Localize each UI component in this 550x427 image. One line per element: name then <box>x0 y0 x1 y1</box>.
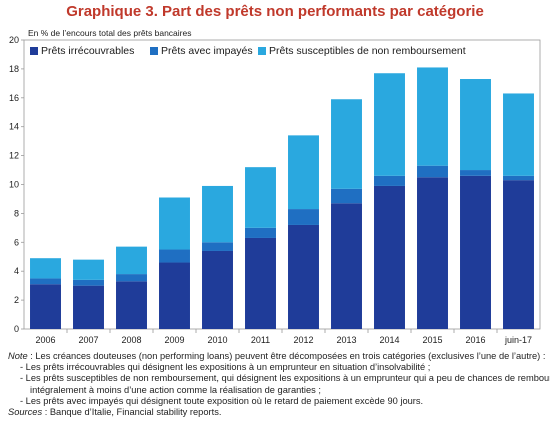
legend-label-1: Prêts irrécouvrables <box>41 45 134 57</box>
sources: Sources : Banque d’Italie, Financial sta… <box>8 407 544 418</box>
bar-segment-3 <box>159 197 190 250</box>
note-intro: Note : Les créances douteuses (non perfo… <box>8 351 546 362</box>
bar-segment-2 <box>503 175 534 181</box>
bar-segment-3 <box>417 67 448 166</box>
y-tick-label: 6 <box>14 237 19 247</box>
sources-label: Sources <box>8 407 43 418</box>
x-tick-label: 2015 <box>422 335 442 345</box>
legend-label-2: Prêts avec impayés <box>161 45 253 57</box>
bar-segment-1 <box>374 185 405 329</box>
bar-segment-3 <box>331 99 362 189</box>
bar-segment-3 <box>503 93 534 176</box>
note-label: Note <box>8 351 28 361</box>
bar-segment-3 <box>30 258 61 279</box>
legend-swatch-3 <box>258 47 266 55</box>
bar-segment-2 <box>245 227 276 238</box>
legend-swatch-2 <box>150 47 158 55</box>
bar-segment-2 <box>374 175 405 186</box>
x-tick-label: 2006 <box>35 335 55 345</box>
bar-segment-2 <box>331 188 362 204</box>
x-tick-label: 2010 <box>207 335 227 345</box>
y-tick-label: 2 <box>14 295 19 305</box>
bar-segment-1 <box>503 180 534 329</box>
chart-notes: Note : Les créances douteuses (non perfo… <box>8 351 550 418</box>
note-bullet-impayes: - Les prêts avec impayés qui désignent t… <box>20 395 424 406</box>
bar-segment-2 <box>460 170 491 176</box>
bar-segment-2 <box>73 279 104 286</box>
bar-segment-1 <box>73 285 104 329</box>
x-tick-label: 2009 <box>164 335 184 345</box>
bar-segment-3 <box>116 246 147 275</box>
y-tick-label: 8 <box>14 208 19 218</box>
bar-segment-1 <box>288 224 319 329</box>
y-tick-label: 20 <box>9 35 19 45</box>
note-bullet-susceptibles-cont: intégralement à moins d’une action comme… <box>30 384 321 395</box>
sources-text: : Banque d’Italie, Financial stability r… <box>42 407 222 418</box>
x-tick-label: 2016 <box>465 335 485 345</box>
y-tick-label: 12 <box>9 151 19 161</box>
bar-segment-1 <box>417 177 448 329</box>
x-tick-label: 2012 <box>293 335 313 345</box>
bar-segment-2 <box>202 242 233 251</box>
bar-segment-2 <box>116 274 147 282</box>
bar-segment-3 <box>245 167 276 228</box>
x-tick-label: 2014 <box>379 335 399 345</box>
bar-segment-2 <box>288 209 319 225</box>
bar-segment-2 <box>159 249 190 263</box>
bar-segment-3 <box>460 79 491 171</box>
stacked-bar-chart: 0 2 4 6 8 10 12 14 16 18 20 2006 2007 2008 2009 2010 201… <box>9 35 541 345</box>
y-tick-label: 14 <box>9 122 19 132</box>
y-tick-label: 10 <box>9 180 19 190</box>
bar-segment-3 <box>202 185 233 243</box>
chart-title: Graphique 3. Part des prêts non performa… <box>66 3 484 20</box>
bar-segment-1 <box>202 250 233 329</box>
x-tick-label: juin-17 <box>504 335 532 345</box>
bar-segment-1 <box>30 284 61 329</box>
note-text: : Les créances douteuses (non performing… <box>27 351 546 361</box>
y-tick-label: 0 <box>14 324 19 334</box>
note-bullet-susceptibles: - Les prêts susceptibles de non rembours… <box>20 373 550 384</box>
bar-segment-1 <box>116 281 147 329</box>
bar-segment-3 <box>374 73 405 176</box>
legend-swatch-1 <box>30 47 38 55</box>
x-tick-label: 2008 <box>121 335 141 345</box>
x-tick-label: 2013 <box>336 335 356 345</box>
bar-segment-3 <box>73 259 104 280</box>
x-tick-label: 2007 <box>78 335 98 345</box>
bar-segment-1 <box>460 175 491 329</box>
chart-subtitle: En % de l’encours total des prêts bancai… <box>28 28 192 38</box>
x-tick-label: 2011 <box>251 335 270 345</box>
bar-segment-2 <box>417 165 448 178</box>
y-tick-label: 4 <box>14 266 19 276</box>
legend-label-3: Prêts susceptibles de non remboursement <box>269 45 466 57</box>
bar-segment-1 <box>159 262 190 329</box>
y-tick-label: 18 <box>9 64 19 74</box>
bar-segment-1 <box>245 237 276 329</box>
note-bullet-irrecouvrables: - Les prêts irrécouvrables qui désignent… <box>20 362 431 373</box>
bar-segment-3 <box>288 135 319 210</box>
bar-segment-1 <box>331 203 362 329</box>
y-tick-label: 16 <box>9 93 19 103</box>
bar-segment-2 <box>30 278 61 285</box>
